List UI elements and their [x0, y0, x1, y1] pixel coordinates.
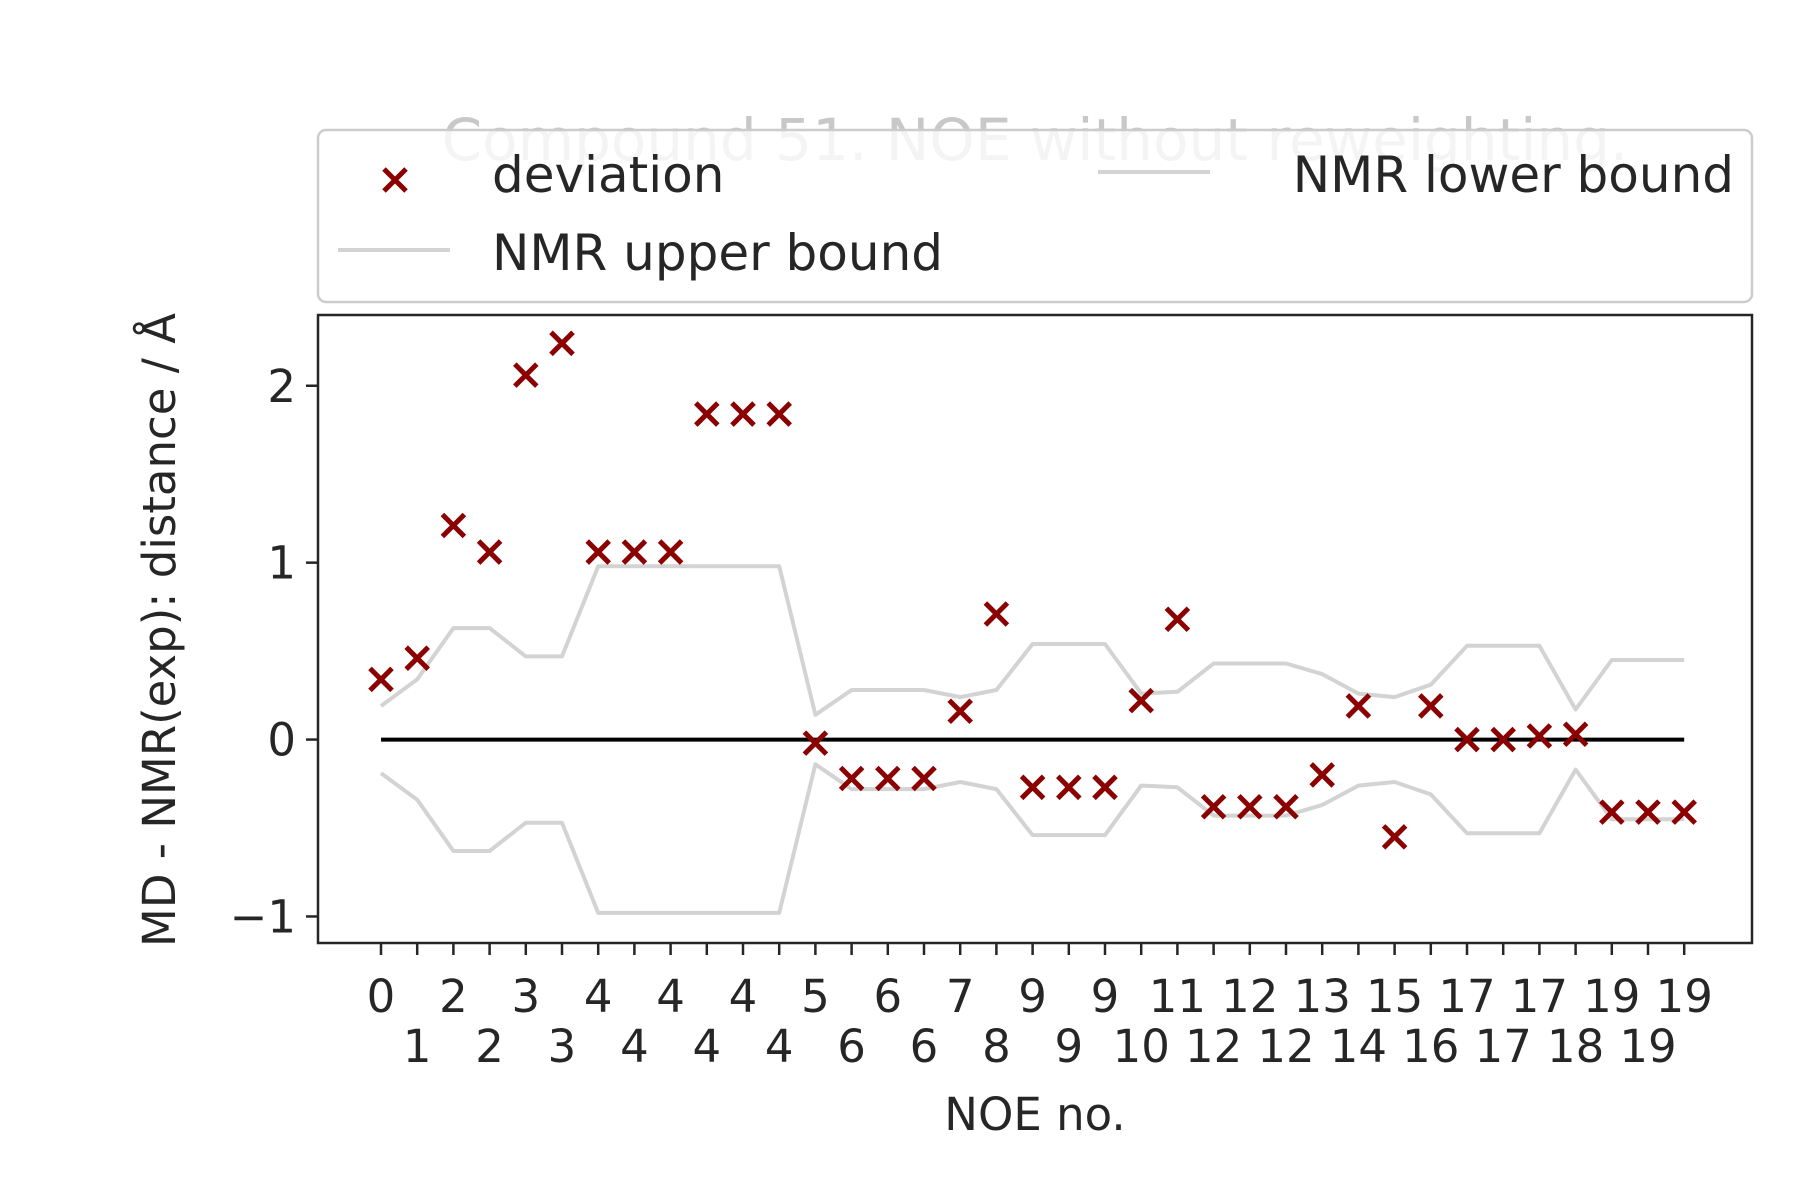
x-axis-label: NOE no.	[944, 1088, 1125, 1141]
x-tick-label: 18	[1547, 1020, 1604, 1073]
deviation-point	[694, 401, 720, 427]
x-tick-label: 4	[729, 970, 758, 1023]
deviation-point	[1345, 693, 1372, 719]
x-tick-label: 6	[910, 1020, 939, 1073]
x-tick-label: 9	[1054, 1020, 1083, 1073]
x-tick-label: 19	[1583, 970, 1640, 1023]
deviation-point	[1381, 824, 1408, 850]
x-tick-label: 14	[1330, 1020, 1387, 1073]
upper-bound-line	[379, 564, 1685, 717]
x-tick-label: 6	[837, 1020, 866, 1073]
legend-label: NMR lower bound	[1293, 146, 1734, 204]
legend: deviation NMR lower bound NMR upper bound	[316, 128, 1754, 304]
deviation-point	[440, 512, 467, 539]
legend-item-deviation: deviation	[382, 146, 724, 204]
deviation-point	[1671, 799, 1697, 825]
legend-label: deviation	[492, 146, 724, 204]
deviation-point	[1237, 794, 1263, 820]
x-tick-label: 4	[620, 1020, 649, 1073]
deviation-point	[766, 401, 792, 427]
x-tick-label: 12	[1221, 970, 1278, 1023]
x-tick-label: 4	[692, 1020, 721, 1073]
deviation-point	[838, 765, 865, 792]
deviation-point	[1309, 762, 1335, 788]
deviation-point	[513, 362, 539, 388]
deviation-point	[1418, 693, 1444, 719]
x-tick-label: 4	[656, 970, 685, 1023]
x-tick-label: 15	[1366, 970, 1423, 1023]
deviation-point	[1599, 799, 1625, 825]
x-tick-label: 9	[1091, 970, 1120, 1023]
legend-box	[316, 128, 1754, 304]
x-tick-label: 5	[801, 970, 830, 1023]
x-tick-label: 12	[1257, 1020, 1314, 1073]
y-tick-label: 2	[267, 360, 296, 413]
deviation-point	[730, 401, 756, 427]
deviation-point	[1056, 774, 1082, 801]
x-tick-label: 8	[982, 1020, 1011, 1073]
legend-item-lower-bound: NMR lower bound	[1098, 146, 1734, 204]
deviation-point	[368, 666, 394, 693]
deviation-point	[1128, 687, 1154, 714]
deviation-point	[476, 539, 503, 565]
y-tick-label: 0	[267, 714, 296, 767]
deviation-point	[549, 330, 575, 357]
x-tick-label: 4	[584, 970, 613, 1023]
x-tick-label: 12	[1185, 1020, 1242, 1073]
x-tick-label: 19	[1619, 1020, 1676, 1073]
plot-area	[316, 313, 1754, 945]
deviation-point	[1019, 774, 1046, 801]
x-tick-label: 11	[1149, 970, 1206, 1023]
y-tick-label: 1	[267, 537, 296, 590]
x-tick-label: 3	[511, 970, 540, 1023]
x-tick-label: 17	[1475, 1020, 1532, 1073]
y-axis-label: MD - NMR(exp): distance / Å	[133, 313, 186, 947]
x-tick-label: 9	[1018, 970, 1047, 1023]
x-tick-label: 19	[1656, 970, 1713, 1023]
lower-bound-line	[379, 762, 1685, 915]
deviation-point	[1164, 606, 1191, 633]
deviation-point	[802, 730, 829, 756]
deviation-point	[911, 765, 937, 792]
x-tick-label: 2	[439, 970, 468, 1023]
x-tick-label: 7	[946, 970, 975, 1023]
y-tick-label: −1	[230, 890, 296, 943]
x-axis: 0122334444445666789991011121212131415161…	[367, 943, 1713, 1073]
x-tick-label: 0	[367, 970, 396, 1023]
x-tick-label: 4	[765, 1020, 794, 1073]
deviation-point	[657, 539, 684, 565]
x-tick-label: 13	[1294, 970, 1351, 1023]
legend-label: NMR upper bound	[492, 224, 943, 282]
x-tick-label: 1	[403, 1020, 432, 1073]
deviation-point	[1562, 721, 1589, 748]
deviation-point	[1454, 726, 1480, 753]
deviation-point	[1490, 726, 1516, 753]
deviation-point	[404, 645, 430, 671]
x-tick-label: 17	[1438, 970, 1495, 1023]
deviation-point	[621, 539, 648, 565]
plot-frame	[316, 313, 1754, 945]
deviation-point	[1273, 794, 1299, 820]
deviation-point	[1092, 774, 1118, 801]
deviation-point	[983, 601, 1010, 627]
x-tick-label: 6	[873, 970, 902, 1023]
deviation-point	[947, 698, 973, 725]
x-tick-label: 2	[475, 1020, 504, 1073]
deviation-point	[875, 765, 901, 792]
x-tick-label: 16	[1402, 1020, 1459, 1073]
y-axis: −1 0 1 2	[230, 360, 318, 943]
x-tick-label: 10	[1113, 1020, 1170, 1073]
deviation-point	[585, 539, 611, 565]
x-tick-label: 3	[548, 1020, 577, 1073]
deviation-point	[1200, 794, 1227, 820]
deviation-point	[1635, 799, 1661, 825]
legend-item-upper-bound: NMR upper bound	[338, 224, 943, 282]
x-tick-label: 17	[1511, 970, 1568, 1023]
deviation-point	[1526, 723, 1553, 749]
